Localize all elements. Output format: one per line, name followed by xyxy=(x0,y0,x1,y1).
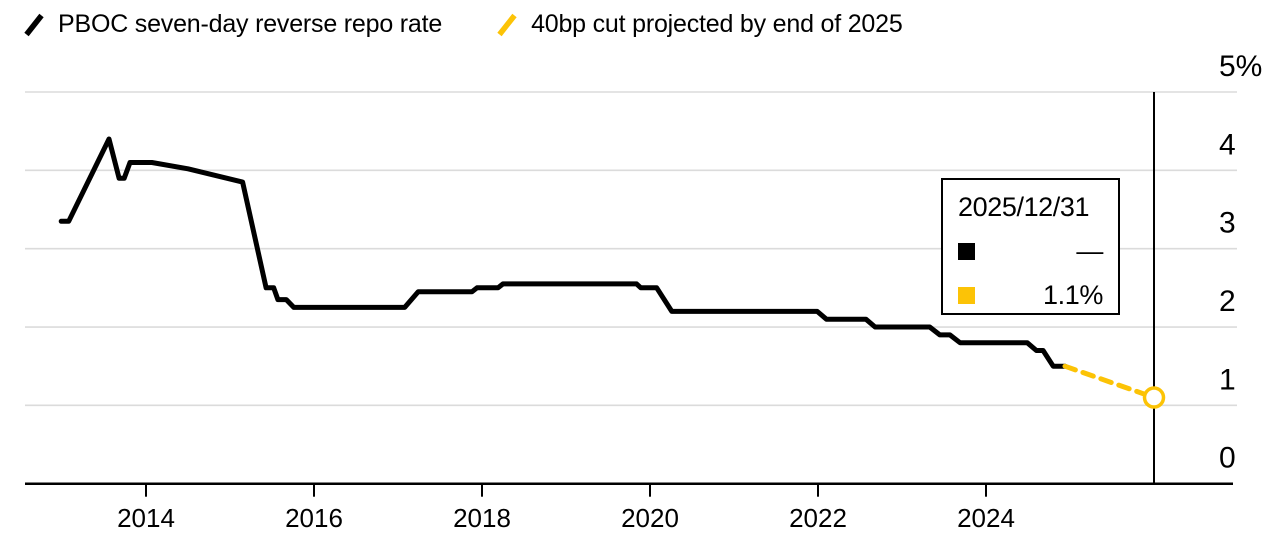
legend-label-actual: PBOC seven-day reverse repo rate xyxy=(58,10,443,38)
tooltip-date: 2025/12/31 xyxy=(958,192,1090,222)
tooltip-box: 2025/12/31 — 1.1% xyxy=(941,178,1120,315)
y-tick-label-2: 2 xyxy=(1219,285,1236,318)
tooltip-value-projection: 1.1% xyxy=(1043,280,1103,310)
series-line-actual xyxy=(58,136,1068,369)
x-tick-label-2018: 2018 xyxy=(453,503,511,533)
x-tick-label-2024: 2024 xyxy=(957,503,1015,533)
yellow-swatch-icon xyxy=(958,287,975,304)
series-line-projection xyxy=(1062,363,1157,400)
tooltip-row-actual: — xyxy=(958,236,1103,267)
black-slash-icon xyxy=(24,13,44,36)
x-tick-label-2022: 2022 xyxy=(789,503,847,533)
x-tick-label-2020: 2020 xyxy=(621,503,679,533)
y-tick-label-1: 1 xyxy=(1219,363,1236,396)
y-tick-label-4: 4 xyxy=(1219,128,1236,161)
tooltip-row-projection: 1.1% xyxy=(958,280,1103,311)
y-tick-label-5: 5% xyxy=(1219,50,1262,83)
y-tick-label-3: 3 xyxy=(1219,207,1236,240)
x-tick-label-2016: 2016 xyxy=(285,503,343,533)
legend-label-projection: 40bp cut projected by end of 2025 xyxy=(531,10,903,38)
legend-item-projection: 40bp cut projected by end of 2025 xyxy=(496,10,903,39)
legend: PBOC seven-day reverse repo rate 40bp cu… xyxy=(23,10,903,39)
tooltip-value-actual: — xyxy=(1076,236,1103,266)
yellow-slash-icon xyxy=(497,13,517,36)
y-tick-label-0: 0 xyxy=(1219,442,1236,475)
black-swatch-icon xyxy=(958,243,975,260)
legend-item-actual: PBOC seven-day reverse repo rate xyxy=(23,10,442,39)
x-tick-label-2014: 2014 xyxy=(117,503,175,533)
projection-endpoint-marker xyxy=(1142,386,1166,409)
